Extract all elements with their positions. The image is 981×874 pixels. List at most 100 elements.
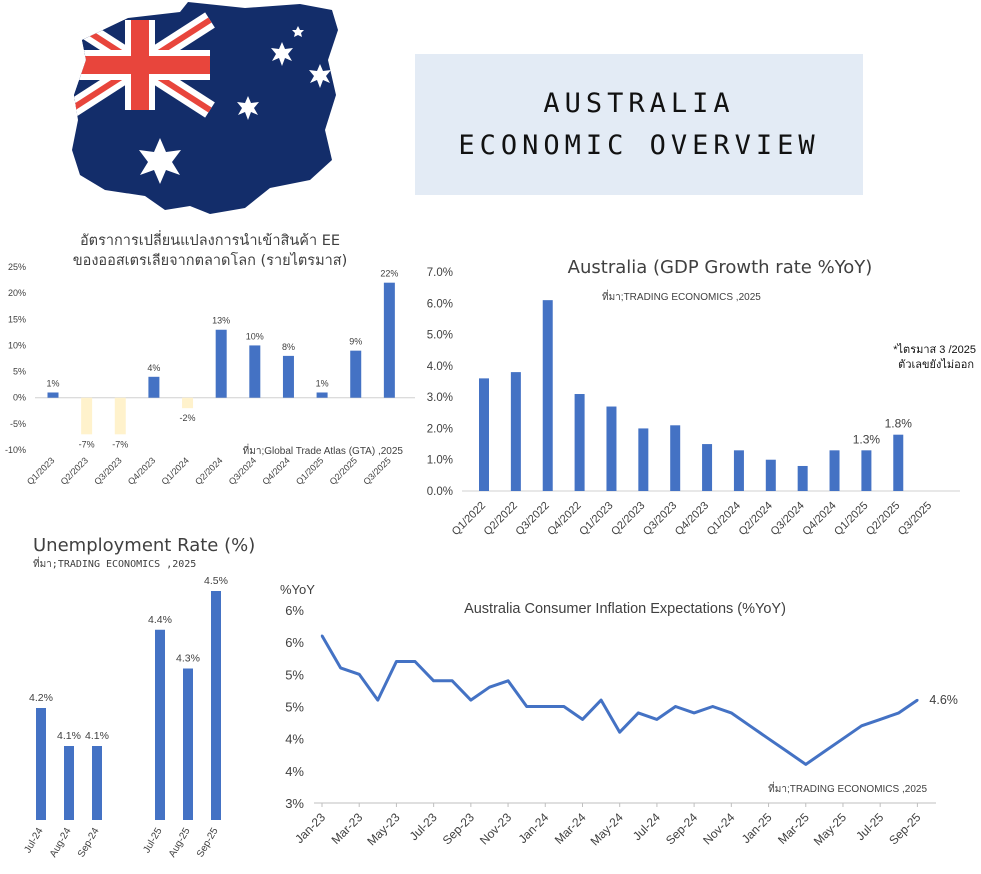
imports-xtick-label: Q4/2024 xyxy=(260,455,291,486)
gdp-bar xyxy=(797,465,808,491)
gdp-bar xyxy=(670,425,681,491)
unemployment-bar xyxy=(64,746,74,820)
imports-xtick-label: Q1/2024 xyxy=(159,455,190,486)
gdp-bar xyxy=(479,378,489,491)
gdp-ytick-label: 4.0% xyxy=(427,361,453,373)
inflation-xtick-label: Nov-24 xyxy=(700,810,737,847)
inflation-point xyxy=(674,705,677,708)
gdp-bar xyxy=(702,444,713,491)
inflation-ytick-label: 4% xyxy=(285,732,304,747)
inflation-xtick-label: Jul-23 xyxy=(407,810,440,843)
imports-ytick-label: -10% xyxy=(5,445,26,455)
imports-ytick-label: 5% xyxy=(13,367,26,377)
inflation-series-line xyxy=(320,634,919,766)
inflation-end-label: 4.6% xyxy=(929,693,958,707)
gdp-xtick-label: Q3/2022 xyxy=(514,500,552,538)
inflation-ylabel: %YoY xyxy=(280,582,315,597)
inflation-point xyxy=(339,666,342,670)
inflation-point xyxy=(692,711,696,715)
inflation-ytick-label: 4% xyxy=(285,764,304,779)
australia-flag-icon xyxy=(72,2,338,214)
gdp-bar xyxy=(510,372,521,491)
gdp-ytick-label: 0.0% xyxy=(427,486,453,498)
inflation-ytick-label: 5% xyxy=(285,700,304,715)
unemployment-xtick-label: Jul-24 xyxy=(22,826,45,855)
inflation-point xyxy=(432,679,435,682)
imports-bar xyxy=(148,376,160,398)
gdp-data-label: 1.8% xyxy=(885,417,913,431)
unemployment-chart: 4.2% Jul-24 4.1% Aug-24 4.1% Sep-24 4.4% Jul-25… xyxy=(22,575,228,859)
inflation-point xyxy=(785,750,789,753)
imports-xtick-label: Q1/2023 xyxy=(25,455,56,486)
inflation-chart: %YoY Australia Consumer Inflation Expecta… xyxy=(280,582,958,848)
gdp-xtick-label: Q4/2024 xyxy=(800,500,838,538)
imports-ytick-label: 25% xyxy=(8,262,26,272)
gdp-note-line1: *ไตรมาส 3 /2025 xyxy=(893,343,976,356)
imports-data-label: -7% xyxy=(112,439,128,449)
imports-data-label: 1% xyxy=(46,378,59,388)
unemployment-chart-title: Unemployment Rate (%) xyxy=(33,535,256,556)
inflation-point xyxy=(599,698,603,702)
imports-bar xyxy=(316,392,328,398)
gdp-bar xyxy=(574,394,585,491)
imports-ytick-label: 10% xyxy=(8,340,26,350)
imports-xtick-label: Q1/2025 xyxy=(294,455,325,486)
gdp-xtick-label: Q3/2023 xyxy=(641,500,679,538)
inflation-point xyxy=(544,705,547,708)
unemployment-data-label: 4.1% xyxy=(57,730,81,742)
inflation-xtick-label: May-24 xyxy=(588,810,626,848)
imports-xtick-label: Q4/2023 xyxy=(126,455,157,486)
inflation-xtick-label: Jan-24 xyxy=(516,810,552,846)
inflation-source: ที่มา;TRADING ECONOMICS ,2025 xyxy=(768,781,927,795)
imports-xtick-label: Q3/2025 xyxy=(361,455,392,486)
imports-bar xyxy=(47,392,59,398)
imports-data-label: 9% xyxy=(349,337,362,347)
imports-xtick-label: Q3/2023 xyxy=(92,455,123,486)
imports-bar xyxy=(249,345,261,398)
imports-bar xyxy=(81,397,93,435)
imports-xtick-label: Q2/2024 xyxy=(193,455,224,486)
inflation-title: Australia Consumer Inflation Expectation… xyxy=(464,601,786,617)
inflation-ytick-label: 3% xyxy=(285,796,304,811)
inflation-point xyxy=(748,724,752,727)
imports-xtick-label: Q2/2025 xyxy=(328,455,359,486)
gdp-xtick-label: Q1/2024 xyxy=(705,500,743,538)
page-title-line2: ECONOMIC OVERVIEW xyxy=(458,129,820,161)
gdp-chart: 0.0%1.0%2.0%3.0%4.0%5.0%6.0%7.0%Q1/2022Q… xyxy=(427,267,976,538)
gdp-xtick-label: Q1/2025 xyxy=(832,500,870,538)
imports-title-line1: อัตราการเปลี่ยนแปลงการนำเข้าสินค้า EE xyxy=(79,233,341,249)
imports-bar xyxy=(383,282,395,398)
gdp-source: ที่มา;TRADING ECONOMICS ,2025 xyxy=(602,289,761,303)
unemployment-bar xyxy=(183,668,193,820)
inflation-xtick-label: May-23 xyxy=(364,810,402,848)
gdp-data-label: 1.3% xyxy=(853,432,881,446)
gdp-xtick-label: Q3/2025 xyxy=(896,500,934,538)
inflation-point xyxy=(916,698,919,702)
gdp-ytick-label: 1.0% xyxy=(427,455,453,467)
imports-bar xyxy=(215,329,227,398)
unemployment-data-label: 4.1% xyxy=(85,730,109,742)
gdp-xtick-label: Q3/2024 xyxy=(768,500,806,538)
inflation-xtick-label: Nov-23 xyxy=(477,810,514,847)
inflation-point xyxy=(637,711,640,715)
imports-ytick-label: 20% xyxy=(8,288,26,298)
unemployment-data-label: 4.3% xyxy=(176,653,200,665)
inflation-xtick-label: Mar-25 xyxy=(775,810,812,847)
gdp-bar xyxy=(733,450,744,491)
imports-data-label: 10% xyxy=(246,331,264,341)
inflation-point xyxy=(413,660,417,663)
title-box: AUSTRALIA ECONOMIC OVERVIEW xyxy=(415,54,863,195)
imports-ytick-label: 0% xyxy=(13,393,26,403)
imports-chart-title: อัตราการเปลี่ยนแปลงการนำเข้าสินค้า EE ขอ… xyxy=(0,231,420,271)
unemployment-bar xyxy=(36,708,46,820)
inflation-point xyxy=(655,718,659,721)
inflation-point xyxy=(730,711,733,715)
inflation-point xyxy=(525,705,528,708)
imports-source: ที่มา;Global Trade Atlas (GTA) ,2025 xyxy=(243,443,404,457)
inflation-point xyxy=(376,698,380,702)
gdp-bar xyxy=(893,434,904,491)
inflation-point xyxy=(711,705,714,708)
inflation-point xyxy=(451,679,454,682)
unemployment-xtick-label: Jul-25 xyxy=(141,826,164,855)
inflation-point xyxy=(841,737,845,740)
